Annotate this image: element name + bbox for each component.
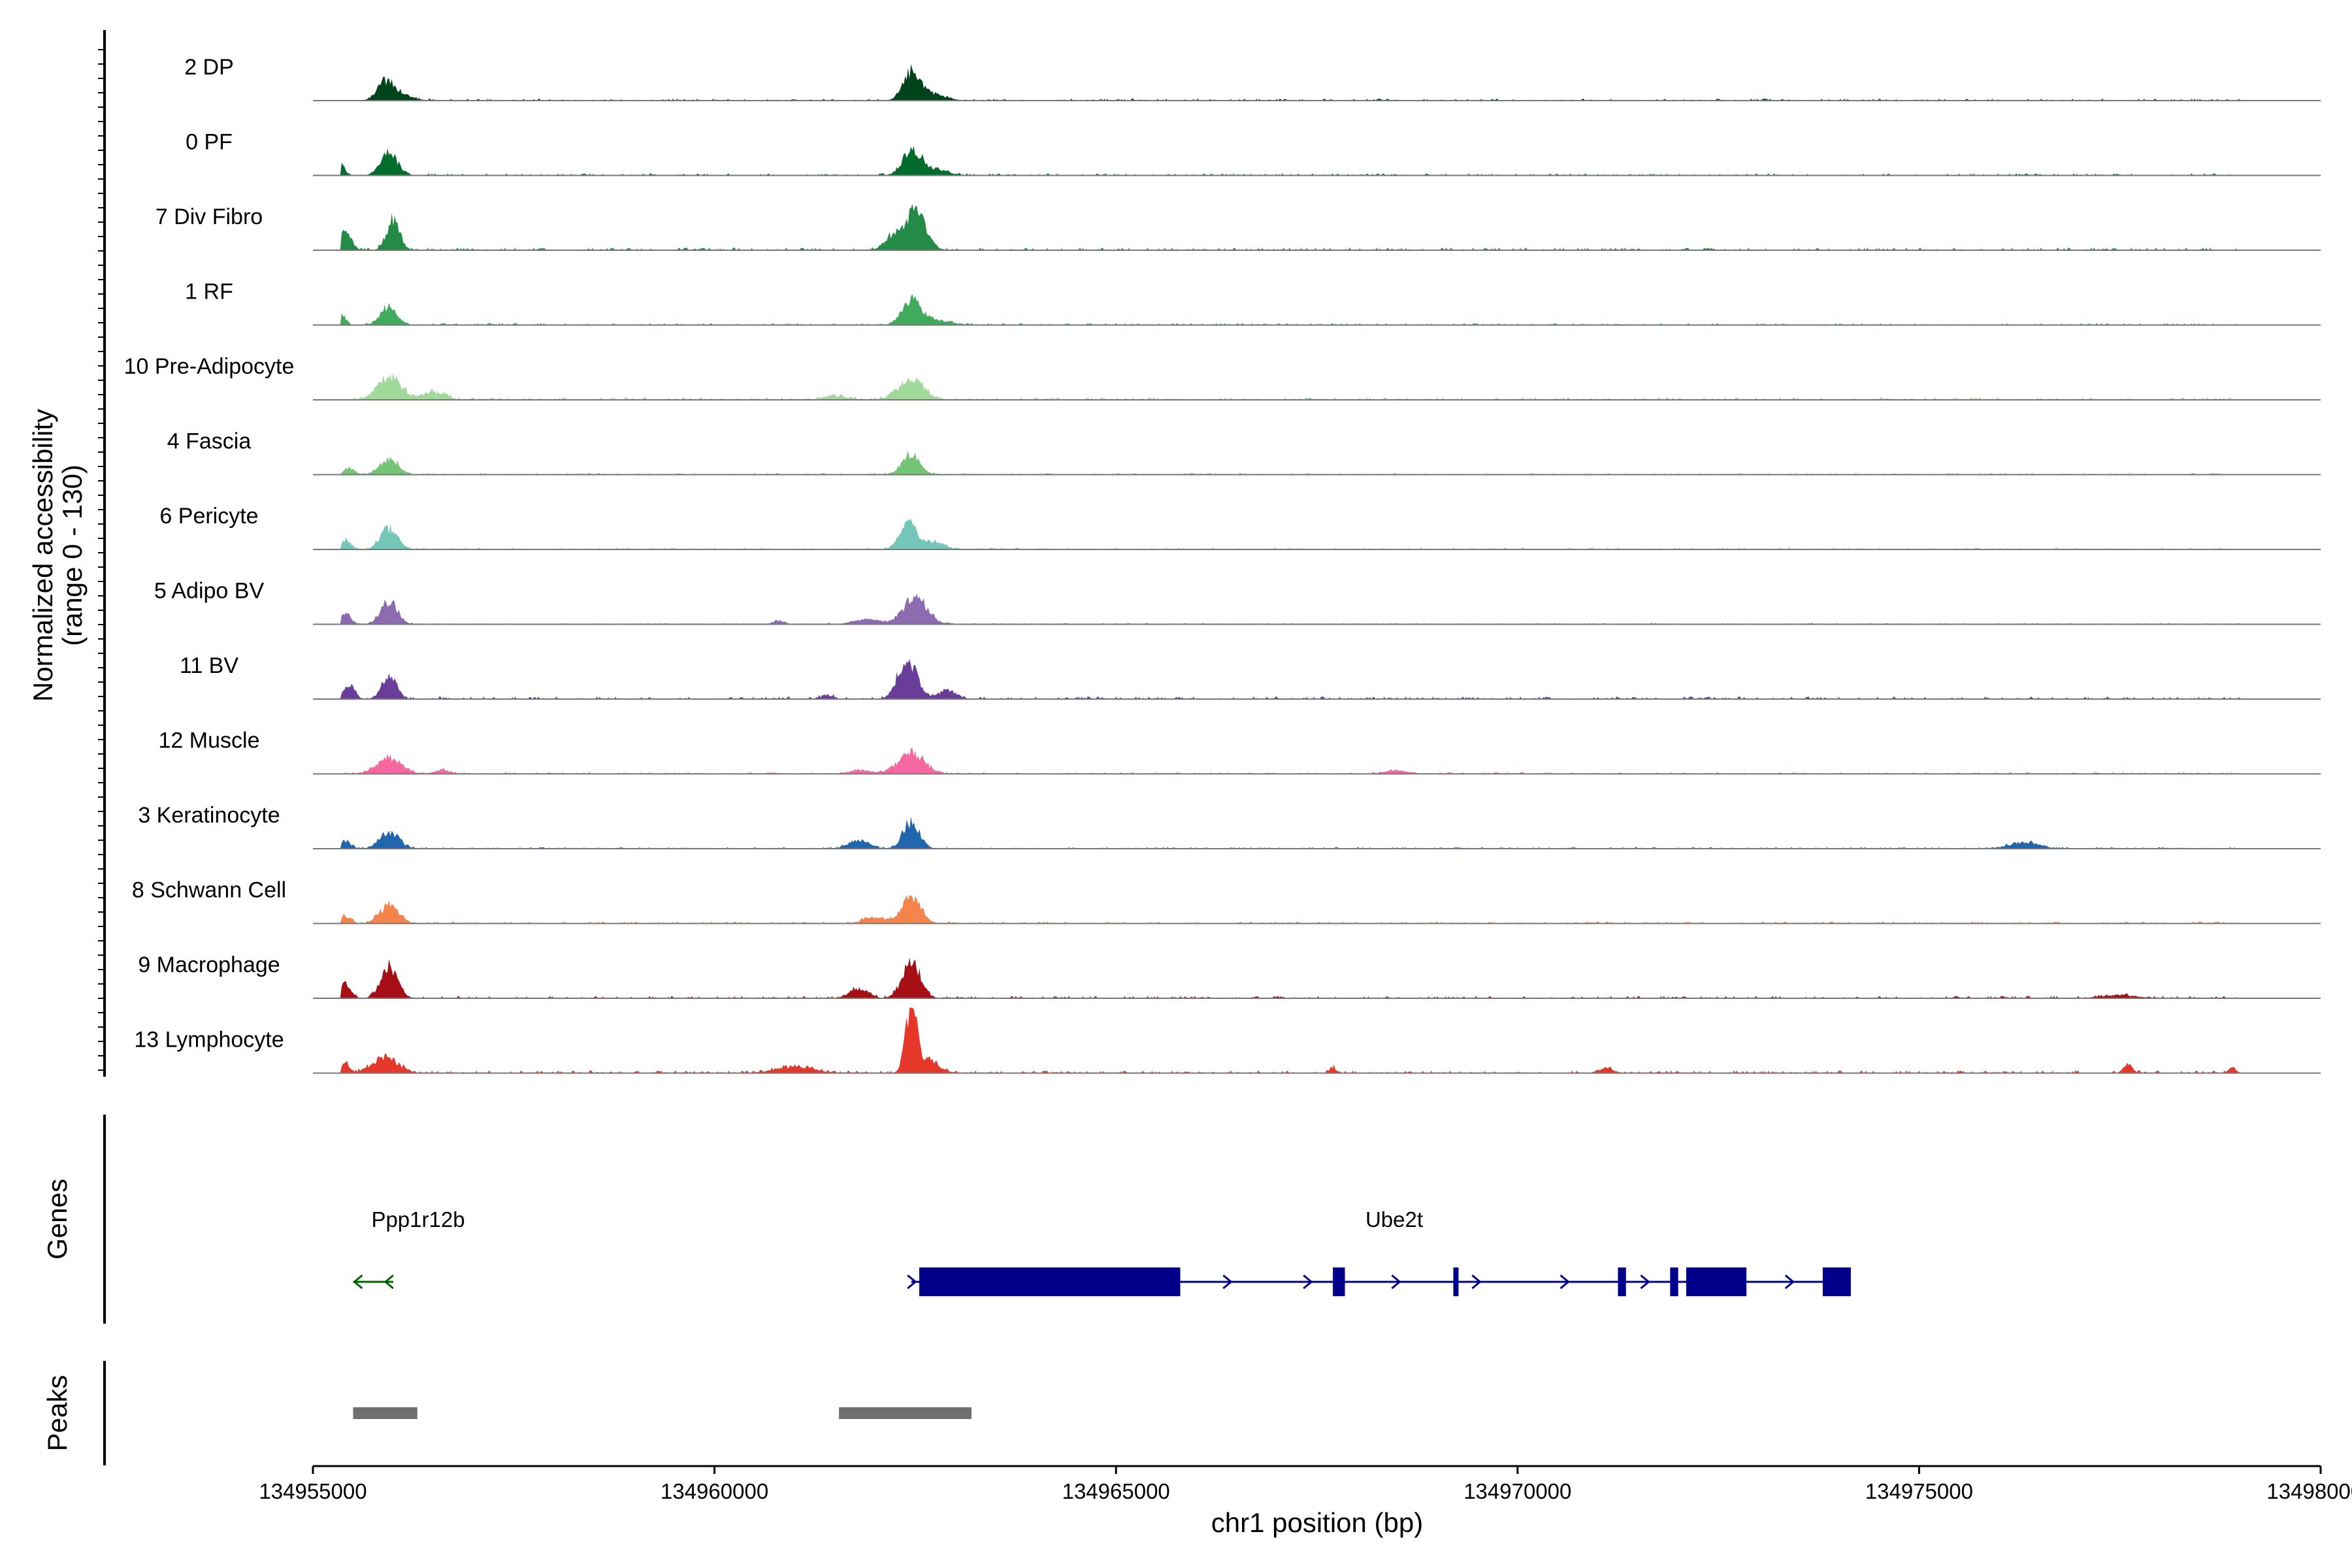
track-label: 7 Div Fibro [155, 204, 263, 229]
x-tick-label: 134980000 [2266, 1479, 2352, 1503]
track-4-fascia: 4 Fascia [167, 429, 2321, 476]
gene-label: Ube2t [1365, 1207, 1423, 1232]
peaks-panel-label: Peaks [42, 1375, 73, 1452]
track-3-keratinocyte: 3 Keratinocyte [138, 803, 2321, 849]
track-6-pericyte: 6 Pericyte [159, 504, 2321, 550]
coverage-tracks: 2 DP 0 PF 7 Div Fibro 1 RF 10 Pre-Adipocyte 4… [124, 55, 2321, 1074]
y-axis-label-line1: Normalized accessibility [27, 409, 58, 702]
strand-arrow [1640, 1274, 1650, 1290]
track-1-rf: 1 RF [185, 280, 2321, 326]
track-label: 6 Pericyte [159, 504, 258, 529]
strand-arrow [384, 1274, 394, 1290]
gene-models: Ppp1r12b Ube2t [353, 1207, 1851, 1296]
gene-exon [1453, 1267, 1459, 1296]
track-label: 12 Muscle [159, 728, 260, 753]
track-label: 3 Keratinocyte [138, 803, 280, 828]
strand-arrow [907, 1274, 917, 1290]
genes-panel-label: Genes [42, 1179, 73, 1260]
strand-arrow [1391, 1274, 1401, 1290]
track-0-pf: 0 PF [186, 130, 2321, 176]
track-13-lymphocyte: 13 Lymphocyte [134, 1007, 2321, 1074]
gene-label: Ppp1r12b [371, 1207, 465, 1232]
track-label: 1 RF [185, 280, 233, 304]
gene-ube2t: Ube2t [907, 1207, 1851, 1296]
coverage-y-ticks [98, 49, 105, 1071]
gene-exon [1686, 1267, 1747, 1296]
track-9-macrophage: 9 Macrophage [138, 953, 2321, 999]
track-label: 11 BV [180, 653, 238, 678]
track-10-pre-adipocyte: 10 Pre-Adipocyte [124, 354, 2321, 400]
x-tick-label: 134960000 [661, 1479, 768, 1503]
track-12-muscle: 12 Muscle [159, 728, 2321, 775]
peak-region-bar [839, 1407, 972, 1419]
peak-regions [353, 1407, 972, 1419]
strand-arrow [1560, 1274, 1570, 1290]
gene-exon [1670, 1267, 1678, 1296]
track-label: 8 Schwann Cell [132, 878, 286, 903]
track-label: 0 PF [186, 130, 233, 155]
strand-arrow [353, 1274, 363, 1290]
y-axis-label-line2: (range 0 - 130) [57, 465, 88, 646]
strand-arrow [1222, 1274, 1233, 1290]
track-11-bv: 11 BV [180, 653, 2321, 700]
peak-region-bar [353, 1407, 417, 1419]
strand-arrow [1471, 1274, 1482, 1290]
x-tick-label: 134965000 [1062, 1479, 1170, 1503]
x-tick-label: 134955000 [259, 1479, 367, 1503]
track-label: 4 Fascia [167, 429, 252, 454]
gene-exon [1333, 1267, 1345, 1296]
gene-exon [1822, 1267, 1851, 1296]
x-tick-label: 134975000 [1865, 1479, 1973, 1503]
track-7-div-fibro: 7 Div Fibro [155, 204, 2321, 251]
track-2-dp: 2 DP [184, 55, 2321, 101]
track-5-adipo-bv: 5 Adipo BV [154, 579, 2321, 625]
strand-arrow [1303, 1274, 1313, 1290]
strand-arrow [1784, 1274, 1795, 1290]
x-axis-ticks: 134955000 134960000 134965000 134970000 1349… [259, 1466, 2352, 1503]
x-tick-label: 134970000 [1463, 1479, 1571, 1503]
gene-exon [1618, 1267, 1626, 1296]
track-label: 10 Pre-Adipocyte [124, 354, 295, 379]
gene-exon [919, 1267, 1181, 1296]
track-label: 5 Adipo BV [154, 579, 265, 604]
track-8-schwann-cell: 8 Schwann Cell [132, 878, 2321, 924]
track-label: 13 Lymphocyte [134, 1028, 284, 1053]
track-label: 9 Macrophage [138, 953, 280, 977]
track-label: 2 DP [184, 55, 234, 80]
x-axis-label: chr1 position (bp) [1211, 1507, 1424, 1538]
gene-ppp1r12b: Ppp1r12b [353, 1207, 465, 1290]
